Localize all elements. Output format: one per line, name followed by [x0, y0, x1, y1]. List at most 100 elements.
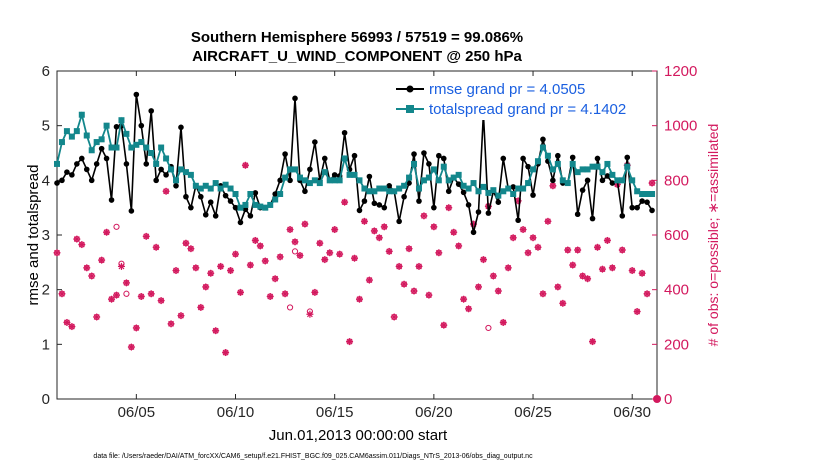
obs-assimilated-point: [291, 238, 299, 246]
obs-assimilated-point: [301, 220, 309, 228]
spread-point: [649, 191, 656, 197]
obs-assimilated-stroke: [341, 199, 348, 206]
spread-point: [515, 185, 522, 192]
obs-assimilated-stroke: [411, 288, 417, 294]
obs-assimilated-point: [420, 212, 428, 220]
obs-assimilated-point: [241, 161, 249, 169]
spread-point: [594, 163, 601, 170]
spread-point: [644, 191, 651, 197]
obs-assimilated-stroke: [158, 297, 165, 304]
spread-point: [470, 180, 477, 187]
obs-assimilated-stroke: [237, 289, 244, 296]
rmse-point: [143, 161, 150, 167]
left-y-tick-label: 6: [42, 63, 50, 80]
obs-assimilated-point: [355, 295, 363, 303]
rmse-point: [411, 151, 417, 157]
obs-assimilated-point: [554, 283, 562, 291]
rmse-point: [431, 204, 437, 211]
obs-assimilated-stroke: [525, 249, 531, 256]
obs-assimilated-point: [281, 290, 289, 298]
obs-assimilated-stroke: [59, 290, 65, 297]
obs-assimilated-stroke: [505, 264, 512, 271]
rmse-point: [604, 173, 611, 179]
rmse-point: [440, 155, 447, 162]
obs-assimilated-stroke: [440, 322, 447, 329]
rmse-point: [381, 204, 388, 211]
obs-assimilated-stroke: [163, 188, 170, 195]
obs-assimilated-point: [137, 293, 145, 300]
spread-point: [88, 147, 95, 154]
obs-assimilated-point: [53, 249, 61, 257]
rmse-point: [426, 161, 432, 167]
obs-assimilated-point: [207, 269, 215, 277]
obs-assimilated-point: [336, 250, 344, 258]
obs-assimilated-stroke: [321, 256, 328, 263]
spread-point: [639, 191, 646, 197]
rmse-point: [416, 198, 422, 204]
rmse-point: [272, 191, 278, 197]
rmse-point: [341, 129, 348, 136]
spread-point: [564, 180, 571, 187]
rmse-point: [138, 122, 145, 129]
obs-assimilated-stroke: [544, 218, 551, 225]
spread-point: [163, 155, 170, 162]
obs-assimilated-point: [113, 291, 121, 299]
left-y-axis-label: rmse and totalspread: [25, 165, 42, 306]
obs-assimilated-stroke: [346, 338, 353, 345]
obs-possible-point: [123, 290, 130, 297]
rmse-point: [421, 150, 427, 156]
spread-point: [510, 191, 517, 197]
obs-assimilated-stroke: [634, 308, 641, 315]
obs-assimilated-point: [584, 275, 592, 283]
obs-assimilated-stroke: [262, 258, 269, 264]
obs-assimilated-stroke: [173, 267, 179, 274]
spread-point: [321, 169, 328, 176]
rmse-point: [247, 213, 254, 219]
obs-assimilated-stroke: [292, 238, 298, 245]
obs-assimilated-stroke: [331, 226, 338, 233]
obs-assimilated-point: [316, 239, 324, 247]
obs-assimilated-point: [217, 262, 225, 270]
spread-point: [569, 160, 576, 167]
rmse-point: [202, 211, 209, 218]
obs-assimilated-point: [167, 320, 175, 328]
rmse-point: [361, 198, 368, 204]
obs-assimilated-point: [157, 297, 165, 305]
right-y-tick-label: 1200: [664, 63, 697, 80]
obs-assimilated-stroke: [306, 311, 313, 318]
spread-point: [182, 169, 189, 176]
spread-point: [257, 203, 264, 210]
obs-assimilated-stroke: [579, 273, 586, 279]
left-y-axis-ticks: 0 1 2 3 4 5 6: [42, 63, 62, 408]
obs-assimilated-point: [172, 267, 180, 275]
obs-assimilated-point: [162, 187, 170, 195]
spread-point: [401, 182, 408, 189]
spread-point: [525, 180, 532, 187]
totalspread-series: [54, 111, 656, 211]
obs-assimilated-stroke: [192, 264, 199, 271]
obs-assimilated-stroke: [138, 293, 145, 300]
spread-point: [222, 181, 229, 188]
rmse-point: [589, 215, 596, 222]
spread-point: [217, 185, 224, 192]
obs-assimilated-point: [88, 272, 96, 280]
obs-assimilated-point: [375, 234, 383, 242]
spread-point: [138, 139, 145, 146]
obs-assimilated-point: [648, 179, 656, 187]
rmse-point: [163, 172, 169, 178]
left-y-tick-label: 0: [42, 391, 50, 408]
spread-point: [252, 201, 259, 208]
left-y-tick-label: 1: [42, 336, 50, 353]
obs-assimilated-stroke: [227, 267, 234, 274]
spread-point: [306, 180, 313, 187]
spread-point: [376, 185, 383, 192]
obs-assimilated-stroke: [316, 240, 323, 247]
obs-assimilated-point: [261, 257, 269, 265]
obs-assimilated-stroke: [376, 234, 383, 241]
spread-point: [148, 150, 155, 156]
obs-count-markers: [53, 161, 661, 403]
obs-assimilated-point: [445, 204, 453, 212]
obs-assimilated-point: [633, 308, 641, 316]
obs-assimilated-point: [93, 313, 101, 321]
spread-point: [445, 177, 452, 184]
